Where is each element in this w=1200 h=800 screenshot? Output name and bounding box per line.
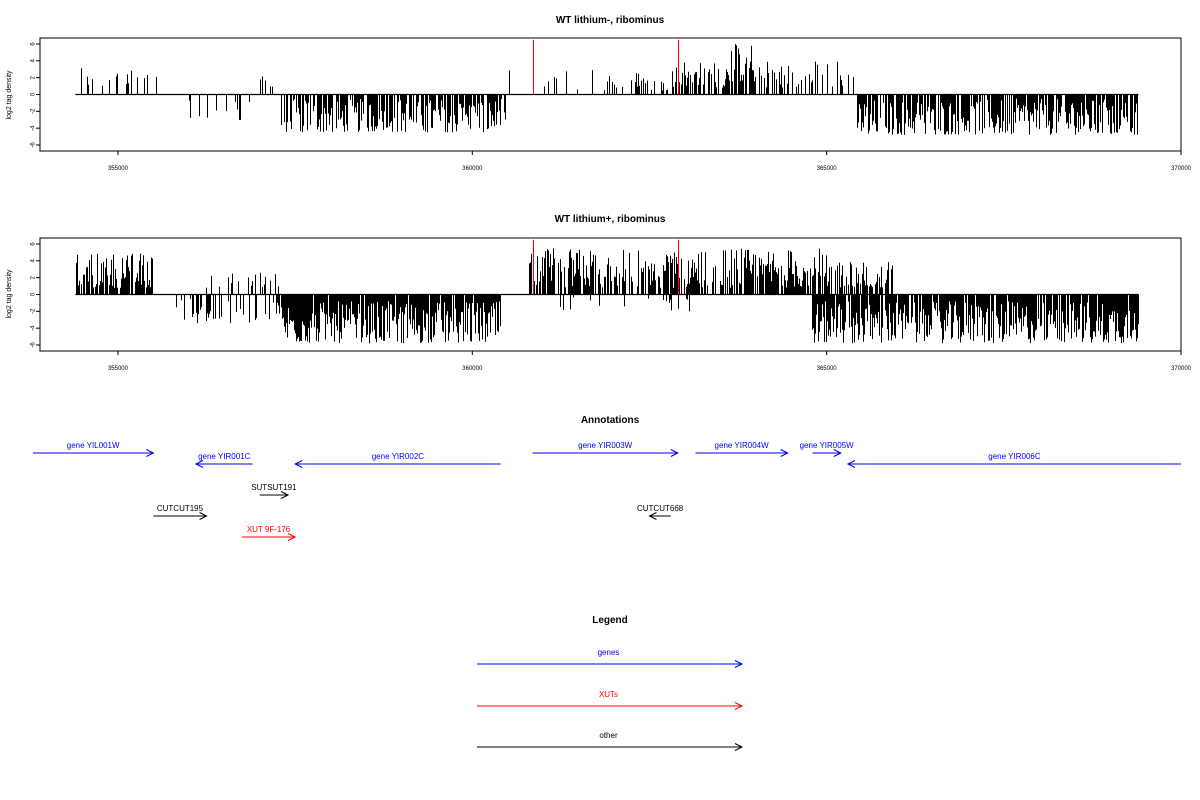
y-tick-label: 0 [31,92,37,96]
annotation-items: gene YIL001W gene YIR001C gene YIR002C gene… [32,441,1181,541]
y-axis-label: log2 tag density [6,269,13,319]
y-tick-label: 6 [31,42,37,46]
annotation-gene-yil001w: gene YIL001W [32,441,155,457]
annotation-arrowhead [846,460,856,468]
legend-panel: Legend genes XUTs other [477,615,744,751]
annotation-arrowhead [780,449,789,457]
annotation-gene-yir001c: gene YIR001C [194,452,253,468]
axis-ticks: 6 4 2 0 -2 -4 -6 355000 360000 365000 370000 [31,242,1192,372]
annotation-label: gene YIR006C [988,452,1041,461]
annotation-label: gene YIR005W [800,441,855,450]
annotation-gene-yir002c: gene YIR002C [294,452,501,468]
y-tick-label: 2 [31,75,37,79]
y-tick-label: -4 [31,325,37,331]
legend-item-genes: genes [477,648,744,668]
annotation-gene-yir003w: gene YIR003W [532,441,679,457]
legend-arrowhead [734,702,744,710]
annotation-xut-9f-176: XUT 9F-176 [241,525,297,541]
legend-label: genes [598,648,620,657]
annotation-label: gene YIL001W [67,441,120,450]
track-title: WT lithium+, ribominus [555,214,666,225]
legend-arrowhead [734,660,744,668]
y-tick-label: 0 [31,292,37,296]
legend-items: genes XUTs other [477,648,744,751]
bars-group [75,239,1139,344]
track-panel-lithium-plus: WT lithium+, ribominus log2 tag density … [6,214,1192,372]
annotation-arrowhead [287,533,297,541]
annotation-label: XUT 9F-176 [247,525,291,534]
annotation-arrowhead [670,449,679,457]
track-panel-lithium-minus: WT lithium-, ribominus log2 tag density … [6,15,1192,172]
annotation-gene-yir005w: gene YIR005W [800,441,855,457]
legend-arrowhead [734,743,744,751]
annotation-arrowhead [280,491,290,499]
x-tick-label: 355000 [108,166,129,172]
y-tick-label: -6 [31,142,37,148]
annotation-gene-yir004w: gene YIR004W [695,441,789,457]
bars-group [75,39,1139,135]
y-tick-label: 2 [31,275,37,279]
annotation-label: gene YIR004W [715,441,770,450]
y-tick-label: 4 [31,59,37,63]
x-tick-label: 355000 [108,366,129,372]
annotation-arrowhead [146,449,155,457]
x-tick-label: 365000 [817,166,838,172]
x-tick-label: 360000 [462,366,483,372]
annotation-cutcut195: CUTCUT195 [153,504,208,520]
legend-label: other [599,731,618,740]
track-title: WT lithium-, ribominus [556,15,665,26]
y-tick-label: 6 [31,242,37,246]
annotation-label: gene YIR002C [372,452,425,461]
x-tick-label: 370000 [1171,366,1192,372]
x-tick-label: 370000 [1171,166,1192,172]
axis-ticks: 6 4 2 0 -2 -4 -6 355000 360000 365000 370000 [31,42,1192,172]
annotation-arrowhead [194,460,204,468]
annotation-label: gene YIR003W [578,441,633,450]
y-tick-label: 4 [31,259,37,263]
annotation-arrowhead [294,460,303,468]
annotation-label: CUTCUT195 [157,504,204,513]
legend-label: XUTs [599,690,618,699]
annotation-arrowhead [199,512,208,520]
annotation-cutcut668: CUTCUT668 [637,504,684,520]
annotation-label: CUTCUT668 [637,504,684,513]
x-tick-label: 360000 [462,166,483,172]
y-axis-label: log2 tag density [6,70,13,120]
legend-title: Legend [592,615,628,626]
annotation-sutsut191: SUTSUT191 [251,483,297,499]
annotations-title: Annotations [581,415,640,426]
y-tick-label: -4 [31,125,37,131]
y-tick-label: -2 [31,308,37,314]
legend-item-xuts: XUTs [477,690,744,710]
legend-item-other: other [477,731,744,751]
annotation-label: SUTSUT191 [251,483,297,492]
y-tick-label: -6 [31,342,37,348]
annotation-gene-yir006c: gene YIR006C [846,452,1181,468]
x-tick-label: 365000 [817,366,838,372]
y-tick-label: -2 [31,108,37,114]
annotation-label: gene YIR001C [198,452,251,461]
annotation-arrowhead [833,449,842,457]
annotation-arrowhead [648,512,657,520]
